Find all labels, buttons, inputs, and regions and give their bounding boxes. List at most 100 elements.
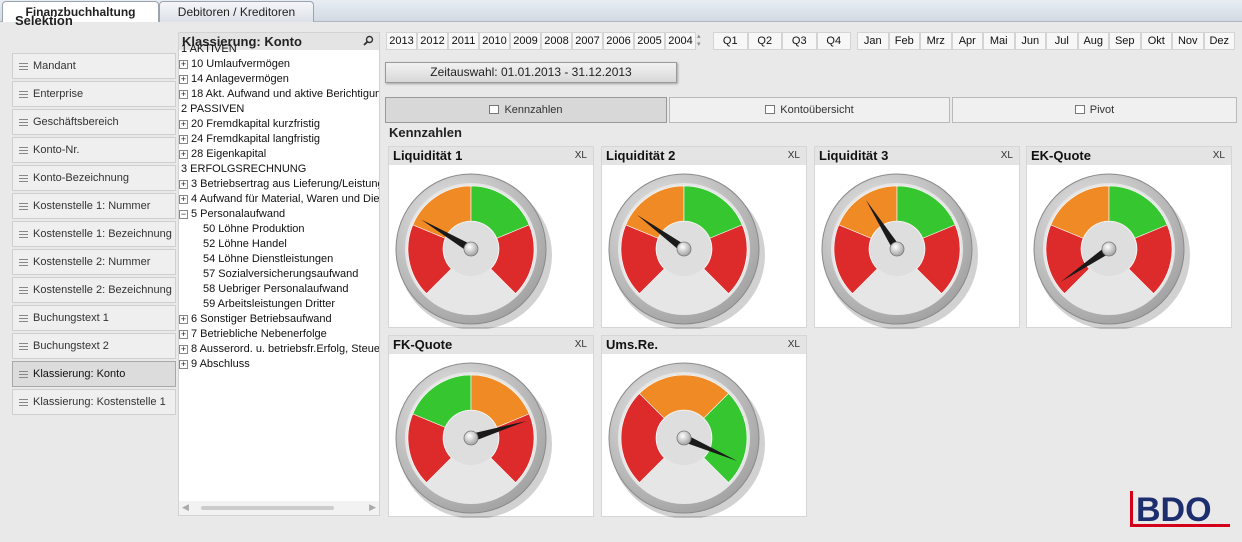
year-cell[interactable]: 2006	[603, 32, 634, 50]
tree-node[interactable]: 54 Löhne Dienstleistungen	[203, 252, 333, 266]
zeitauswahl-button[interactable]: Zeitauswahl: 01.01.2013 - 31.12.2013	[385, 62, 677, 83]
tree-node[interactable]: +7 Betriebliche Nebenerfolge	[179, 327, 327, 341]
year-cell[interactable]: 2005	[634, 32, 665, 50]
quarter-cell[interactable]: Q4	[816, 32, 851, 50]
view-tab-kontouebersicht[interactable]: Kontoübersicht	[669, 97, 950, 123]
tree-node[interactable]: 50 Löhne Produktion	[203, 222, 305, 236]
month-cell[interactable]: Dez	[1203, 32, 1235, 50]
selektion-item[interactable]: Enterprise	[12, 81, 176, 107]
selektion-item[interactable]: Konto-Bezeichnung	[12, 165, 176, 191]
expand-icon[interactable]: +	[179, 73, 188, 84]
scrollbar-thumb[interactable]	[201, 506, 334, 510]
expand-icon[interactable]: +	[179, 133, 188, 144]
month-cell[interactable]: Jan	[857, 32, 889, 50]
expand-icon[interactable]: +	[179, 328, 188, 339]
selektion-item[interactable]: Buchungstext 2	[12, 333, 176, 359]
tree-node[interactable]: 1 AKTIVEN	[181, 42, 237, 56]
expand-icon[interactable]: +	[179, 148, 188, 159]
expand-icon[interactable]: +	[179, 88, 188, 99]
year-cell[interactable]: 2013	[386, 32, 417, 50]
tree-node[interactable]: +4 Aufwand für Material, Waren und Diens…	[179, 192, 379, 206]
tree-node[interactable]: +6 Sonstiger Betriebsaufwand	[179, 312, 332, 326]
gauge-dial	[395, 173, 552, 329]
export-excel-button[interactable]: XL	[1000, 150, 1013, 161]
export-excel-button[interactable]: XL	[574, 339, 587, 350]
tree-node[interactable]: 2 PASSIVEN	[181, 102, 244, 116]
tree-node[interactable]: +9 Abschluss	[179, 357, 250, 371]
month-cell[interactable]: Aug	[1077, 32, 1109, 50]
tree-node[interactable]: +24 Fremdkapital langfristig	[179, 132, 320, 146]
month-cell[interactable]: Mai	[983, 32, 1015, 50]
view-tab-pivot[interactable]: Pivot	[952, 97, 1237, 123]
tree-node[interactable]: +10 Umlaufvermögen	[179, 57, 290, 71]
expand-icon[interactable]: +	[179, 343, 188, 354]
selektion-item[interactable]: Kostenstelle 1: Bezeichnung	[12, 221, 176, 247]
listbox-icon	[19, 175, 28, 182]
year-cell[interactable]: 2010	[479, 32, 510, 50]
scroll-left-icon[interactable]: ◀	[182, 502, 189, 512]
tree-node[interactable]: +8 Ausserord. u. betriebsfr.Erfolg, Steu…	[179, 342, 379, 356]
tree-node-label: 57 Sozialversicherungsaufwand	[203, 268, 359, 280]
expand-icon[interactable]: +	[179, 358, 188, 369]
view-tab-kennzahlen[interactable]: Kennzahlen	[385, 97, 667, 123]
year-cell[interactable]: 2011	[448, 32, 479, 50]
selektion-item[interactable]: Kostenstelle 2: Bezeichnung	[12, 277, 176, 303]
month-cell[interactable]: Feb	[888, 32, 920, 50]
listbox-icon	[19, 371, 28, 378]
month-cell[interactable]: Apr	[951, 32, 983, 50]
selektion-item[interactable]: Geschäftsbereich	[12, 109, 176, 135]
bdo-logo: BDO	[1130, 490, 1230, 529]
tree-node[interactable]: −5 Personalaufwand	[179, 207, 285, 221]
tree-node[interactable]: +28 Eigenkapital	[179, 147, 266, 161]
year-cell[interactable]: 2004	[665, 32, 696, 50]
year-cell[interactable]: 2012	[417, 32, 448, 50]
export-excel-button[interactable]: XL	[1212, 150, 1225, 161]
month-cell[interactable]: Jul	[1046, 32, 1078, 50]
selektion-item[interactable]: Klassierung: Konto	[12, 361, 176, 387]
tree-node[interactable]: +3 Betriebsertrag aus Lieferung/Leistung…	[179, 177, 379, 191]
quarter-cell[interactable]: Q1	[713, 32, 748, 50]
expand-icon[interactable]: +	[179, 178, 188, 189]
month-cell[interactable]: Mrz	[920, 32, 952, 50]
collapse-icon[interactable]: −	[179, 208, 188, 219]
export-excel-button[interactable]: XL	[574, 150, 587, 161]
tab-finanzbuchhaltung[interactable]: Finanzbuchhaltung	[2, 1, 159, 23]
tree-node[interactable]: +20 Fremdkapital kurzfristig	[179, 117, 320, 131]
expand-icon[interactable]: +	[179, 118, 188, 129]
tree-node[interactable]: 57 Sozialversicherungsaufwand	[203, 267, 358, 281]
gauge-title: FK-Quote	[393, 337, 453, 352]
year-cell[interactable]: 2009	[510, 32, 541, 50]
selektion-item-label: Kostenstelle 1: Bezeichnung	[33, 228, 172, 240]
tree-node[interactable]: 52 Löhne Handel	[203, 237, 287, 251]
expand-icon[interactable]: +	[179, 313, 188, 324]
tree-node[interactable]: 3 ERFOLGSRECHNUNG	[181, 162, 306, 176]
selektion-item[interactable]: Klassierung: Kostenstelle 1	[12, 389, 176, 415]
quarter-cell[interactable]: Q3	[782, 32, 817, 50]
year-cell[interactable]: 2008	[541, 32, 572, 50]
selektion-item[interactable]: Konto-Nr.	[12, 137, 176, 163]
month-cell[interactable]: Nov	[1172, 32, 1204, 50]
tree-node[interactable]: 59 Arbeitsleistungen Dritter	[203, 297, 335, 311]
horizontal-scrollbar[interactable]: ◀ ▶	[179, 501, 379, 515]
selektion-item[interactable]: Mandant	[12, 53, 176, 79]
expand-icon[interactable]: +	[179, 193, 188, 204]
magnifier-icon[interactable]	[363, 35, 374, 52]
quarter-cell[interactable]: Q2	[747, 32, 782, 50]
export-excel-button[interactable]: XL	[787, 150, 800, 161]
export-excel-button[interactable]: XL	[787, 339, 800, 350]
tree-node[interactable]: +14 Anlagevermögen	[179, 72, 289, 86]
month-cell[interactable]: Sep	[1109, 32, 1141, 50]
tree-node[interactable]: +18 Akt. Aufwand und aktive Berichtigung…	[179, 87, 379, 101]
selektion-item[interactable]: Kostenstelle 1: Nummer	[12, 193, 176, 219]
year-scroll-arrows-icon[interactable]: ▴ ▾	[697, 33, 701, 48]
expand-icon[interactable]: +	[179, 58, 188, 69]
selektion-item[interactable]: Kostenstelle 2: Nummer	[12, 249, 176, 275]
month-cell[interactable]: Okt	[1140, 32, 1172, 50]
year-cell[interactable]: 2007	[572, 32, 603, 50]
tree-node[interactable]: 58 Uebriger Personalaufwand	[203, 282, 349, 296]
gauge-zone-green	[703, 393, 748, 483]
scroll-right-icon[interactable]: ▶	[369, 502, 376, 512]
month-cell[interactable]: Jun	[1014, 32, 1046, 50]
selektion-item[interactable]: Buchungstext 1	[12, 305, 176, 331]
tab-debitoren-kreditoren[interactable]: Debitoren / Kreditoren	[159, 1, 314, 22]
